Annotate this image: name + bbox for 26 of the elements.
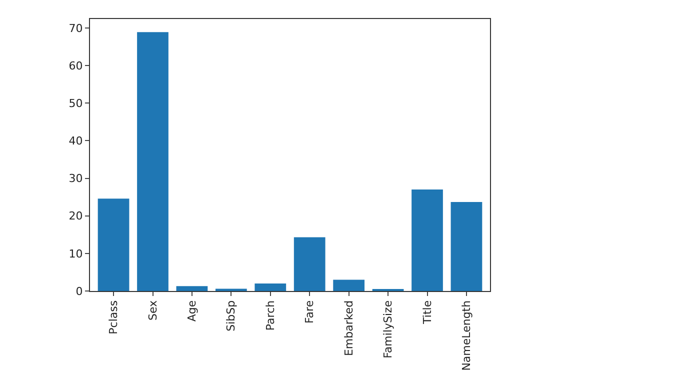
y-tick-label: 70 <box>68 22 83 35</box>
bar <box>98 198 130 291</box>
y-tick-label: 50 <box>68 97 83 110</box>
bar <box>450 202 482 291</box>
x-tick-label: NameLength <box>460 300 474 371</box>
y-tick-label: 20 <box>68 210 83 223</box>
y-tick-label: 60 <box>68 59 83 72</box>
y-tick-label: 0 <box>76 284 83 298</box>
x-tick-label: Sex <box>146 300 160 320</box>
bar <box>412 190 443 291</box>
y-tick-label: 40 <box>68 134 83 148</box>
bar <box>254 283 286 291</box>
x-tick-label: Age <box>186 300 199 322</box>
bar <box>294 237 326 291</box>
bar <box>176 286 208 291</box>
bar <box>137 32 168 291</box>
x-tick-label: Title <box>420 300 434 325</box>
x-tick-label: FamilySize <box>382 300 395 358</box>
x-tick-label: Parch <box>264 300 277 331</box>
bar <box>333 280 365 291</box>
x-tick-label: Pclass <box>107 300 120 334</box>
y-tick-label: 10 <box>68 247 83 260</box>
x-tick-label: SibSp <box>224 300 238 332</box>
x-tick-label: Embarked <box>342 300 356 356</box>
x-tick-label: Fare <box>303 300 316 324</box>
y-tick-label: 30 <box>68 172 83 186</box>
